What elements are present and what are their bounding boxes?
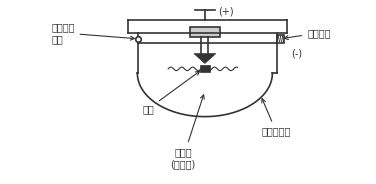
Text: 접점: 접점 — [143, 71, 200, 114]
Polygon shape — [194, 54, 216, 63]
Bar — [190, 27, 220, 37]
Text: (+): (+) — [218, 6, 233, 16]
Text: 다이어프램: 다이어프램 — [261, 99, 291, 137]
Bar — [277, 35, 284, 43]
Bar — [200, 65, 210, 72]
Text: 리크구멍: 리크구멍 — [284, 28, 331, 40]
Text: (-): (-) — [291, 49, 302, 59]
Text: 작동표시
장치: 작동표시 장치 — [51, 22, 134, 44]
Text: 감열실
(공기실): 감열실 (공기실) — [170, 95, 204, 169]
